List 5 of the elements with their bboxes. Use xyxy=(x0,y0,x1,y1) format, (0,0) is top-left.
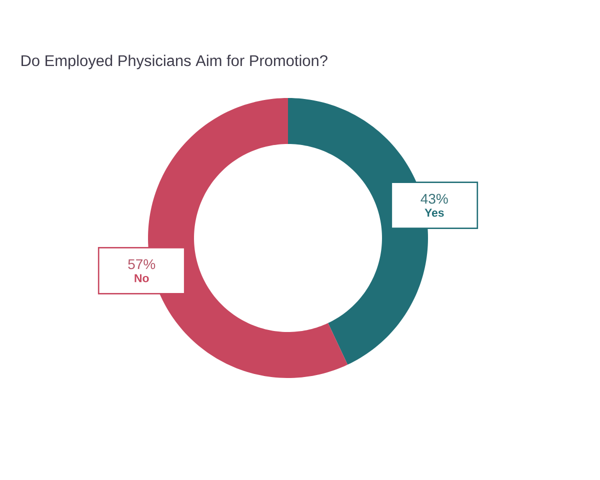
slice-label: No xyxy=(134,274,149,282)
data-label: 57% xyxy=(128,259,156,270)
chart-title: Do Employed Physicians Aim for Promotion? xyxy=(22,54,328,70)
slice-label: Yes xyxy=(424,208,444,217)
data-label: 43% xyxy=(420,194,448,204)
